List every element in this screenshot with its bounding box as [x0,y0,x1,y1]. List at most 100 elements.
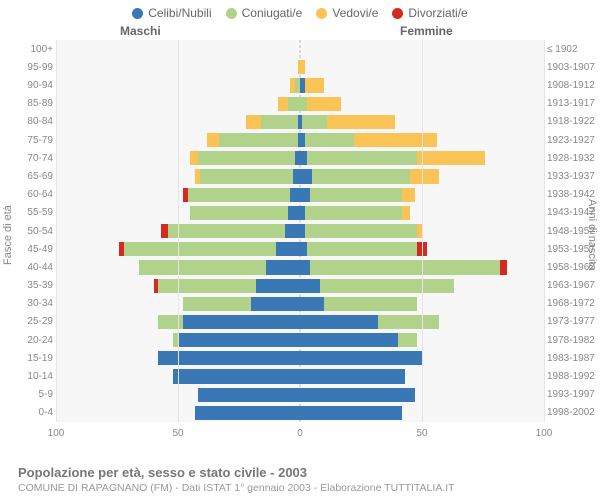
grid-line [178,40,179,422]
y-label-age: 10-14 [1,367,53,385]
bar-male-coniugati [190,206,288,220]
bar-female-coniugati [312,169,410,183]
age-row [56,76,544,94]
bar-female-celibi [300,242,307,256]
y-label-birth: 1918-1922 [547,113,599,131]
y-labels-birth: 1998-20021993-19971988-19921983-19871978… [547,40,599,422]
bar-male-coniugati [188,188,290,202]
y-label-birth: 1978-1982 [547,331,599,349]
gender-headers: Maschi Femmine [0,24,600,40]
bar-female-coniugati [305,133,354,147]
bar-male-coniugati [183,297,251,311]
y-label-age: 15-19 [1,349,53,367]
plot-background [56,40,544,422]
bar-female-celibi [300,169,312,183]
y-label-age: 60-64 [1,186,53,204]
age-row [56,113,544,131]
legend: Celibi/NubiliConiugati/eVedovi/eDivorzia… [0,0,600,24]
y-label-age: 55-59 [1,204,53,222]
bar-female-coniugati [310,260,500,274]
y-label-birth: ≤ 1902 [547,40,599,58]
y-label-age: 25-29 [1,313,53,331]
bar-male-celibi [256,279,300,293]
legend-label: Coniugati/e [242,6,303,20]
x-tick: 50 [172,428,183,439]
x-tick: 0 [297,428,303,439]
age-row [56,58,544,76]
y-label-birth: 1963-1967 [547,277,599,295]
bar-female-celibi [300,151,307,165]
bar-male-celibi [195,406,300,420]
bar-male-celibi [290,188,300,202]
bar-female-vedovi [305,78,325,92]
bar-female-celibi [300,369,405,383]
bar-female-coniugati [307,242,417,256]
bar-female-celibi [300,315,378,329]
y-label-age: 40-44 [1,258,53,276]
bar-female-vedovi [410,169,439,183]
y-labels-age: 0-45-910-1415-1920-2425-2930-3435-3940-4… [1,40,53,422]
age-row [56,240,544,258]
y-label-birth: 1938-1942 [547,186,599,204]
y-label-age: 45-49 [1,240,53,258]
y-label-age: 20-24 [1,331,53,349]
bar-male-celibi [183,315,300,329]
legend-item-vedovi: Vedovi/e [316,6,378,20]
bar-female-celibi [300,406,402,420]
bar-male-celibi [178,333,300,347]
grid-line [544,40,545,422]
age-row [56,313,544,331]
age-row [56,404,544,422]
bar-male-coniugati [124,242,275,256]
age-row [56,277,544,295]
age-row [56,295,544,313]
y-label-age: 50-54 [1,222,53,240]
bar-rows [56,40,544,422]
bar-female-vedovi [354,133,437,147]
age-row [56,204,544,222]
y-label-age: 30-34 [1,295,53,313]
bar-female-celibi [300,333,398,347]
bar-female-vedovi [327,115,395,129]
bar-male-vedovi [246,115,261,129]
age-row [56,167,544,185]
age-row [56,258,544,276]
y-label-age: 75-79 [1,131,53,149]
chart-subtitle: COMUNE DI RAPAGNANO (FM) - Dati ISTAT 1°… [18,482,590,494]
bar-male-coniugati [139,260,266,274]
legend-swatch [132,8,143,19]
bar-male-vedovi [290,78,295,92]
bar-male-divorziati [119,242,124,256]
header-male: Maschi [120,24,161,38]
y-label-birth: 1973-1977 [547,313,599,331]
bar-male-celibi [198,388,300,402]
bar-male-coniugati [158,315,182,329]
age-row [56,386,544,404]
x-tick: 50 [416,428,427,439]
bar-female-coniugati [320,279,454,293]
y-label-birth: 1928-1932 [547,149,599,167]
age-row [56,40,544,58]
y-label-age: 85-89 [1,95,53,113]
bar-female-vedovi [417,151,485,165]
bar-male-coniugati [198,151,296,165]
y-label-age: 0-4 [1,404,53,422]
bar-male-divorziati [154,279,159,293]
bar-female-vedovi [402,188,414,202]
bar-male-coniugati [158,279,256,293]
bar-male-divorziati [183,188,188,202]
bar-male-vedovi [278,97,288,111]
plot-area: 0-45-910-1415-1920-2425-2930-3435-3940-4… [56,40,544,444]
y-label-birth: 1908-1912 [547,76,599,94]
y-label-birth: 1933-1937 [547,167,599,185]
legend-swatch [392,8,403,19]
y-label-age: 35-39 [1,277,53,295]
bar-female-coniugati [398,333,418,347]
bar-female-coniugati [305,206,403,220]
y-label-birth: 1903-1907 [547,58,599,76]
y-label-birth: 1948-1952 [547,222,599,240]
age-row [56,95,544,113]
y-label-birth: 1958-1962 [547,258,599,276]
y-label-age: 5-9 [1,386,53,404]
bar-male-celibi [293,169,300,183]
